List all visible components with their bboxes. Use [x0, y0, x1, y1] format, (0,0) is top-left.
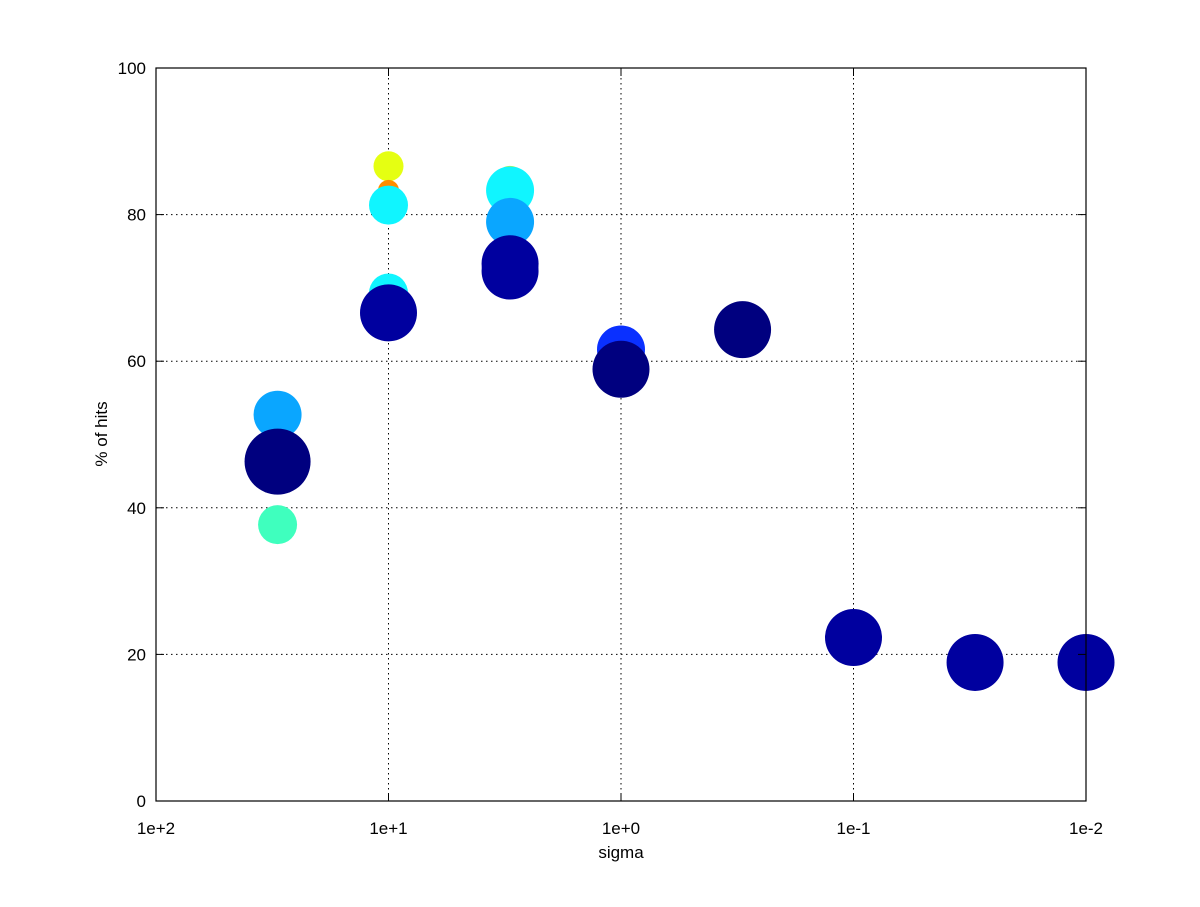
- scatter-point: [373, 151, 404, 182]
- ticks-layer: 1e+2 1e+1 1e+0 1e-1 1e-2 0 20 40 60 80 100: [118, 59, 1103, 838]
- y-tick-label: 0: [137, 792, 146, 811]
- scatter-point: [486, 197, 535, 246]
- x-tick-label: 1e+1: [369, 819, 407, 838]
- scatter-point: [481, 242, 539, 300]
- x-tick-label: 1e+2: [137, 819, 175, 838]
- scatter-point: [253, 390, 302, 439]
- x-tick-label: 1e+0: [602, 819, 640, 838]
- points-layer: [244, 151, 1115, 691]
- scatter-point: [360, 284, 417, 342]
- x-axis-label: sigma: [598, 843, 644, 862]
- scatter-point: [369, 185, 408, 225]
- y-tick-label: 20: [127, 645, 146, 664]
- scatter-point: [946, 633, 1004, 691]
- y-tick-label: 100: [118, 59, 146, 78]
- y-tick-label: 40: [127, 499, 146, 518]
- x-tick-label: 1e-1: [836, 819, 870, 838]
- scatter-point: [714, 301, 772, 359]
- scatter-point: [592, 340, 650, 398]
- y-tick-label: 60: [127, 352, 146, 371]
- scatter-point: [244, 428, 311, 495]
- x-tick-label: 1e-2: [1069, 819, 1103, 838]
- scatter-point: [825, 609, 882, 667]
- y-axis-label: % of hits: [92, 401, 111, 466]
- scatter-point: [258, 505, 298, 545]
- y-tick-label: 80: [127, 206, 146, 225]
